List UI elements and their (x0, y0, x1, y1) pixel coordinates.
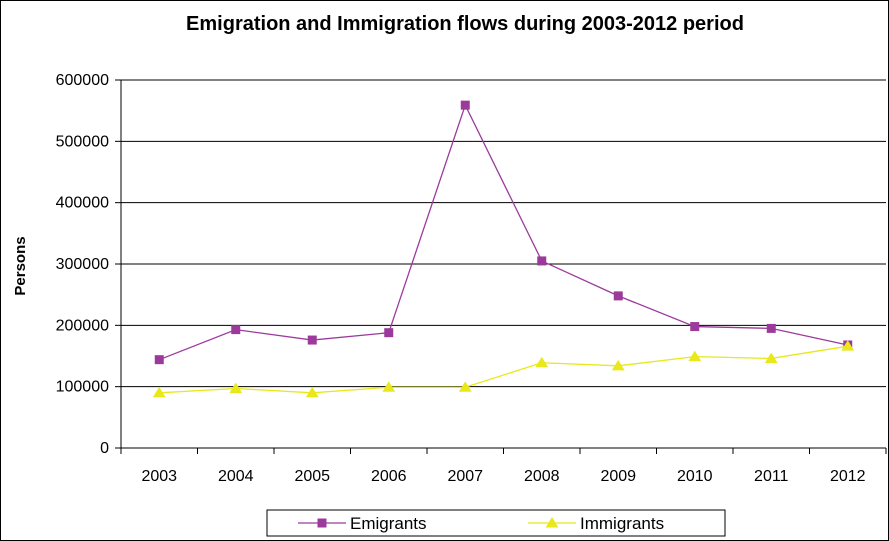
emigrants-legend-marker (317, 518, 327, 528)
x-tick-label: 2007 (447, 468, 483, 485)
x-tick-label: 2008 (524, 468, 560, 485)
immigrants-point (611, 359, 625, 371)
y-tick-label: 600000 (56, 72, 109, 89)
y-tick-labels: 0 100000 200000 300000 400000 500000 600000 (56, 72, 109, 457)
emigrants-series (154, 100, 853, 365)
x-tick-label: 2009 (600, 468, 636, 485)
emigrants-point (460, 100, 470, 110)
x-tick-labels: 2003 2004 2005 2006 2007 2008 2009 2010 2011 2012 (141, 468, 865, 485)
axes (115, 79, 887, 454)
x-tick-label: 2010 (677, 468, 713, 485)
x-tick-label: 2006 (371, 468, 407, 485)
immigrants-point (688, 350, 702, 362)
immigrants-series (152, 340, 855, 398)
y-tick-label: 300000 (56, 256, 109, 273)
gridlines (121, 79, 886, 388)
emigrants-point (231, 325, 241, 335)
x-tick-label: 2011 (754, 468, 789, 485)
immigrants-point (535, 356, 549, 368)
immigrants-point (382, 381, 396, 392)
emigrants-point (154, 355, 164, 365)
x-tick-label: 2005 (294, 468, 330, 485)
y-tick-label: 400000 (56, 195, 109, 212)
emigrants-point (537, 256, 547, 266)
y-axis-label: Persons (12, 236, 29, 295)
y-tick-label: 500000 (56, 133, 109, 150)
emigrants-point (384, 328, 394, 338)
emigrants-line (159, 103, 848, 361)
x-tick-label: 2004 (218, 468, 254, 485)
immigrants-point (458, 381, 472, 392)
immigrants-point (841, 340, 855, 351)
x-tick-label: 2003 (141, 468, 177, 485)
emigrants-point (690, 322, 700, 332)
chart-title: Emigration and Immigration flows during … (186, 13, 744, 35)
series (152, 100, 855, 398)
emigrants-point (766, 323, 776, 333)
emigrants-point (613, 291, 623, 301)
immigrants-point (305, 386, 319, 398)
emigrants-point (307, 335, 317, 345)
immigrants-point (764, 352, 778, 363)
immigrants-legend-label: Immigrants (580, 514, 664, 533)
immigrants-line (159, 345, 848, 394)
x-tick-label: 2012 (830, 468, 866, 485)
y-tick-label: 200000 (56, 317, 109, 334)
y-tick-label: 0 (100, 440, 109, 457)
immigrants-point (229, 382, 243, 394)
legend: Emigrants Immigrants (266, 509, 726, 537)
y-tick-label: 100000 (56, 379, 109, 396)
emigrants-legend-label: Emigrants (350, 514, 427, 533)
immigrants-legend-marker (545, 517, 559, 528)
immigrants-point (152, 386, 166, 398)
